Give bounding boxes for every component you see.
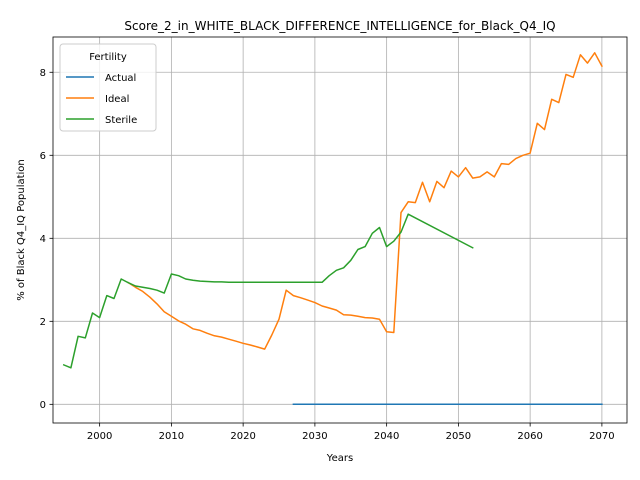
x-tick-label: 2070 bbox=[589, 431, 614, 442]
x-tick-label: 2060 bbox=[517, 431, 542, 442]
x-tick-label: 2040 bbox=[374, 431, 399, 442]
y-axis-label: % of Black Q4_IQ Population bbox=[16, 159, 27, 301]
y-tick-label: 6 bbox=[40, 151, 46, 162]
y-tick-label: 0 bbox=[40, 400, 46, 411]
x-tick-label: 2030 bbox=[302, 431, 327, 442]
y-tick-label: 2 bbox=[40, 317, 46, 328]
legend-label-ideal: Ideal bbox=[105, 94, 129, 105]
x-tick-label: 2050 bbox=[446, 431, 471, 442]
plot-frame bbox=[52, 36, 628, 424]
series-line-sterile bbox=[62, 213, 474, 369]
x-tick-label: 2020 bbox=[230, 431, 255, 442]
y-tick-label: 8 bbox=[40, 68, 46, 79]
x-axis-label: Years bbox=[326, 453, 353, 464]
legend-label-actual: Actual bbox=[105, 73, 136, 84]
series-layer bbox=[62, 52, 603, 406]
x-tick-label: 2010 bbox=[159, 431, 184, 442]
legend-title: Fertility bbox=[89, 52, 127, 63]
legend: Fertility Actual Ideal Sterile bbox=[59, 43, 157, 132]
legend-label-sterile: Sterile bbox=[105, 115, 137, 126]
axis-ticks: 2000 2010 2020 2030 2040 2050 2060 2070 0 2 4 6 8 bbox=[40, 68, 615, 442]
grid bbox=[53, 37, 627, 423]
chart-title: Score_2_in_WHITE_BLACK_DIFFERENCE_INTELL… bbox=[124, 19, 555, 33]
x-tick-label: 2000 bbox=[87, 431, 112, 442]
y-tick-label: 4 bbox=[40, 234, 46, 245]
legend-box bbox=[59, 43, 157, 132]
series-line-ideal bbox=[127, 52, 603, 350]
